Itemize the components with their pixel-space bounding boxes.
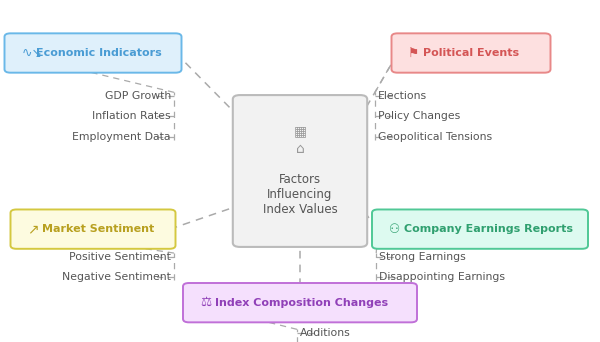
FancyBboxPatch shape (392, 34, 551, 73)
Text: Economic Indicators: Economic Indicators (36, 48, 162, 58)
FancyBboxPatch shape (233, 95, 367, 247)
Text: ∿↘: ∿↘ (21, 47, 42, 60)
FancyBboxPatch shape (372, 209, 588, 249)
FancyBboxPatch shape (4, 34, 182, 73)
Text: ↗: ↗ (28, 222, 39, 236)
Text: Strong Earnings: Strong Earnings (379, 251, 466, 262)
Text: Market Sentiment: Market Sentiment (42, 224, 155, 234)
Text: Geopolitical Tensions: Geopolitical Tensions (378, 132, 492, 142)
Text: Negative Sentiment: Negative Sentiment (62, 272, 171, 282)
Text: Factors
Influencing
Index Values: Factors Influencing Index Values (263, 173, 337, 216)
Text: Political Events: Political Events (424, 48, 520, 58)
Text: Inflation Rates: Inflation Rates (92, 111, 171, 121)
Text: Elections: Elections (378, 91, 427, 101)
FancyBboxPatch shape (10, 209, 176, 249)
FancyBboxPatch shape (183, 283, 417, 322)
Text: ⚑: ⚑ (409, 47, 419, 60)
Text: GDP Growth: GDP Growth (105, 91, 171, 101)
Text: Company Earnings Reports: Company Earnings Reports (404, 224, 573, 234)
Text: Additions: Additions (300, 328, 351, 338)
Text: Positive Sentiment: Positive Sentiment (69, 251, 171, 262)
Text: ▦
⌂: ▦ ⌂ (293, 124, 307, 156)
Text: ⚖: ⚖ (200, 296, 211, 309)
Text: ⚇: ⚇ (389, 223, 400, 236)
Text: Disappointing Earnings: Disappointing Earnings (379, 272, 505, 282)
Text: Employment Data: Employment Data (73, 132, 171, 142)
Text: Index Composition Changes: Index Composition Changes (215, 298, 388, 308)
Text: Policy Changes: Policy Changes (378, 111, 460, 121)
